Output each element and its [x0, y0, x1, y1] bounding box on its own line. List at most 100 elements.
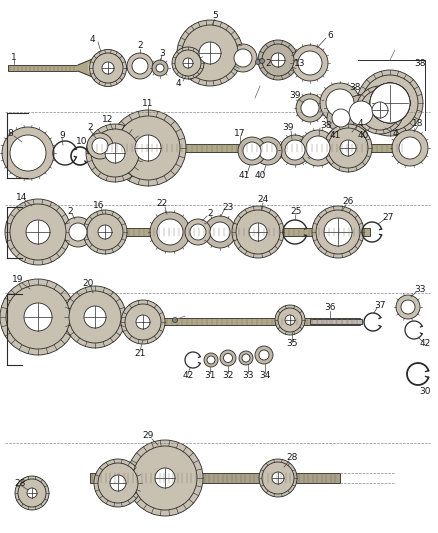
Circle shape: [10, 204, 66, 260]
Circle shape: [133, 446, 197, 510]
Text: 25: 25: [290, 207, 302, 216]
Text: 19: 19: [12, 276, 24, 285]
Bar: [310, 319, 362, 324]
Circle shape: [324, 124, 372, 172]
Text: 6: 6: [327, 31, 333, 41]
Circle shape: [223, 353, 233, 362]
Circle shape: [0, 279, 76, 355]
Circle shape: [372, 85, 408, 121]
Circle shape: [399, 137, 421, 159]
Circle shape: [363, 76, 417, 130]
Text: 2: 2: [137, 42, 143, 51]
Circle shape: [89, 50, 127, 86]
Circle shape: [238, 137, 266, 165]
Circle shape: [177, 20, 243, 86]
Circle shape: [306, 136, 330, 160]
Circle shape: [242, 354, 250, 362]
Circle shape: [239, 351, 253, 365]
Circle shape: [127, 440, 203, 516]
Circle shape: [254, 137, 282, 165]
Text: 39: 39: [289, 92, 301, 101]
Circle shape: [262, 462, 294, 494]
Circle shape: [18, 479, 46, 507]
Circle shape: [392, 130, 428, 166]
Text: 2: 2: [87, 124, 93, 133]
Text: 10: 10: [76, 138, 88, 147]
Circle shape: [83, 210, 127, 254]
Circle shape: [150, 212, 190, 252]
Circle shape: [105, 143, 125, 163]
Bar: [122, 228, 370, 236]
Text: 4: 4: [89, 36, 95, 44]
Text: 34: 34: [259, 372, 271, 381]
Circle shape: [243, 142, 261, 160]
Circle shape: [272, 472, 284, 484]
Circle shape: [255, 346, 273, 364]
Bar: [8, 65, 80, 71]
Circle shape: [220, 350, 236, 366]
Text: 40: 40: [357, 132, 369, 141]
Text: 23: 23: [223, 203, 234, 212]
Text: 4: 4: [392, 128, 398, 138]
Circle shape: [98, 225, 112, 239]
Bar: [90, 473, 340, 483]
Text: 38: 38: [349, 84, 361, 93]
Circle shape: [255, 60, 261, 64]
Circle shape: [370, 83, 410, 123]
Circle shape: [370, 83, 410, 123]
Text: 36: 36: [324, 303, 336, 312]
Circle shape: [362, 75, 418, 131]
Circle shape: [136, 315, 150, 329]
Circle shape: [132, 58, 148, 74]
Circle shape: [86, 124, 144, 182]
Circle shape: [320, 83, 360, 123]
Circle shape: [185, 219, 211, 245]
Text: 39: 39: [282, 124, 294, 133]
Circle shape: [363, 76, 417, 130]
Circle shape: [312, 206, 364, 258]
Circle shape: [249, 223, 267, 241]
Text: 38: 38: [414, 59, 426, 68]
Circle shape: [360, 90, 400, 130]
Circle shape: [152, 60, 168, 76]
Circle shape: [292, 45, 328, 81]
Circle shape: [2, 127, 54, 179]
Text: 17: 17: [234, 128, 246, 138]
Text: 38: 38: [320, 122, 332, 131]
Circle shape: [280, 135, 310, 165]
Text: 42: 42: [419, 340, 431, 349]
Circle shape: [183, 58, 193, 68]
Text: 28: 28: [14, 479, 26, 488]
Text: 26: 26: [343, 198, 354, 206]
Circle shape: [332, 109, 350, 127]
Text: 1: 1: [11, 53, 17, 62]
Circle shape: [259, 142, 277, 160]
Circle shape: [363, 76, 417, 130]
Circle shape: [69, 223, 87, 241]
Text: 2: 2: [207, 209, 213, 219]
Circle shape: [84, 306, 106, 328]
Circle shape: [229, 44, 257, 72]
Circle shape: [92, 138, 108, 154]
Circle shape: [110, 475, 126, 491]
Circle shape: [259, 459, 297, 497]
Circle shape: [199, 42, 221, 64]
Text: 22: 22: [156, 199, 168, 208]
Circle shape: [155, 468, 175, 488]
Circle shape: [98, 463, 138, 503]
Text: 12: 12: [102, 116, 114, 125]
Circle shape: [182, 25, 238, 81]
Text: 41: 41: [238, 172, 250, 181]
Circle shape: [63, 217, 93, 247]
Text: 24: 24: [258, 196, 268, 205]
Circle shape: [172, 47, 204, 79]
Circle shape: [121, 300, 165, 344]
Polygon shape: [78, 58, 95, 78]
Circle shape: [285, 140, 305, 160]
Circle shape: [234, 49, 252, 67]
Circle shape: [87, 214, 123, 250]
Circle shape: [343, 95, 379, 131]
Circle shape: [190, 224, 206, 240]
Circle shape: [5, 199, 71, 265]
Circle shape: [363, 76, 417, 130]
